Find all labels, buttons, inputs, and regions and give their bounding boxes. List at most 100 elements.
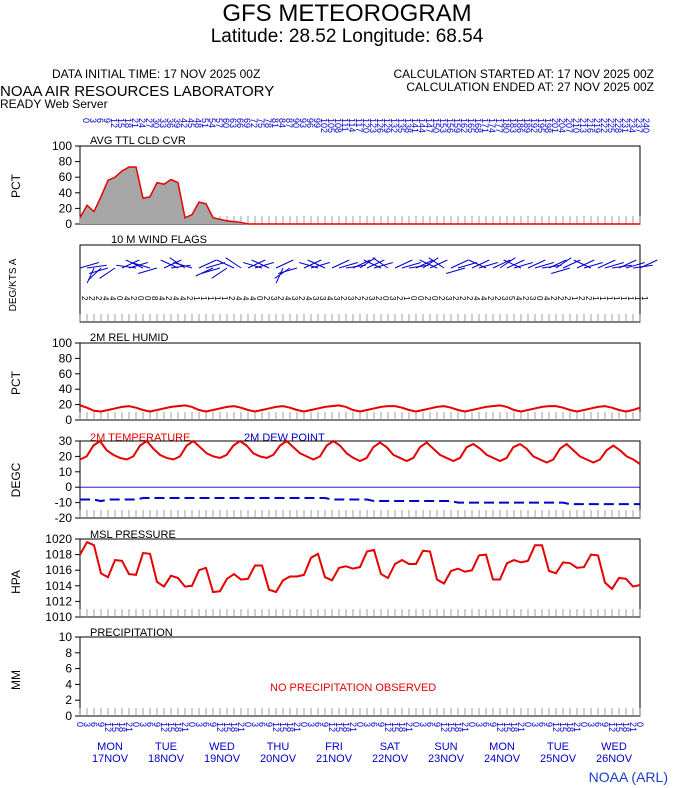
day-date: 19NOV (204, 753, 241, 765)
rh-ytick-label: 20 (59, 398, 73, 412)
wind-barb (138, 267, 158, 274)
wind-barb (372, 257, 389, 269)
wind-speed-label: 0 (416, 296, 425, 301)
day-name: THU (267, 741, 290, 753)
wind-barb (604, 262, 624, 269)
cloud-ytick-label: 100 (52, 139, 72, 153)
precip-frame (79, 636, 641, 717)
wind-speed-label: 2 (451, 296, 460, 301)
top-hour-label: 96 (305, 118, 315, 128)
top-hour-label: 87 (284, 118, 294, 128)
bottom-hour-label: 21 (460, 722, 470, 732)
wind-speed-label: 2 (486, 296, 495, 301)
bottom-hour-label: 12 (103, 722, 113, 732)
top-hour-label: 57 (214, 118, 224, 128)
wind-speed-label: 2 (164, 296, 173, 301)
wind-barb (457, 262, 477, 269)
wind-barb (338, 262, 358, 269)
wind-barb (205, 262, 225, 269)
day-date: 26NOV (596, 753, 633, 765)
bottom-hour-label: 12 (215, 722, 225, 732)
wind-speed-label: 4 (514, 296, 523, 301)
bottom-hour-label: 21 (404, 722, 414, 732)
wind-barb (401, 262, 421, 269)
wind-barb (99, 267, 116, 279)
wind-speed-label: 4 (234, 296, 243, 301)
bottom-hour-label: 9 (488, 722, 498, 727)
top-hour-label: 84 (277, 118, 287, 128)
bottom-hour-label: 0 (355, 722, 365, 727)
wind-barb (428, 257, 445, 269)
wind-speed-label: 3 (528, 296, 537, 301)
top-hour-label: 111 (340, 118, 350, 132)
bottom-hour-label: 6 (89, 722, 99, 727)
top-hour-label: 27 (144, 118, 154, 128)
bottom-hour-label: 12 (271, 722, 281, 732)
top-hour-label: 117 (354, 118, 364, 132)
day-date: 24NOV (484, 753, 521, 765)
temp-ytick-label: -20 (55, 511, 73, 525)
wind-panel-title: 10 M WIND FLAGS (111, 234, 207, 246)
top-hour-label: 186 (515, 118, 525, 133)
bottom-hour-label: 12 (327, 722, 337, 732)
temperature-line (79, 439, 641, 465)
wind-barb (573, 259, 592, 269)
wind-barb (394, 259, 413, 269)
day-date: 17NOV (92, 753, 129, 765)
top-hour-label: 138 (403, 118, 413, 133)
top-hour-label: 21 (130, 118, 140, 128)
wind-speed-label: 2 (374, 296, 383, 301)
top-hour-label: 24 (137, 118, 147, 128)
top-hour-label: 237 (634, 118, 644, 133)
wind-barb (639, 259, 658, 269)
precip-ytick-label: 10 (59, 630, 73, 644)
top-hour-label: 189 (522, 118, 532, 133)
day-date: 20NOV (260, 753, 297, 765)
day-date: 21NOV (316, 753, 353, 765)
wind-barb (86, 264, 107, 269)
temp-frame (79, 440, 641, 519)
wind-speed-label: 3 (367, 296, 376, 301)
wind-barb (307, 259, 326, 269)
top-hour-label: 45 (186, 118, 196, 128)
wind-barb (415, 259, 434, 269)
top-hour-label: 33 (158, 118, 168, 128)
bottom-hour-label: 18 (621, 722, 631, 732)
wind-speed-label: 3 (444, 296, 453, 301)
wind-barb (216, 259, 235, 269)
day-name: SUN (434, 741, 457, 753)
top-hour-label: 153 (438, 118, 448, 133)
bottom-hour-label: 0 (579, 722, 589, 727)
calc-started: CALCULATION STARTED AT: 17 NOV 2025 00Z (393, 67, 654, 81)
precip-ytick-label: 4 (65, 677, 72, 691)
wind-barb (247, 259, 266, 269)
top-hour-label: 6 (95, 118, 105, 123)
bottom-hour-label: 12 (551, 722, 561, 732)
wind-barb (125, 259, 144, 269)
wind-speed-label: 2 (80, 296, 89, 301)
wind-barb (534, 262, 554, 269)
wind-barb (548, 259, 567, 269)
top-hour-label: 90 (291, 118, 301, 128)
wind-barb (363, 259, 382, 269)
bottom-hour-label: 0 (131, 722, 141, 727)
top-hour-label: 99 (312, 118, 322, 128)
wind-speed-label: 1 (633, 296, 642, 301)
wind-barb (201, 267, 221, 274)
chart-coords: Latitude: 28.52 Longitude: 68.54 (210, 26, 484, 47)
wind-barb (419, 259, 438, 269)
top-hour-label: 192 (529, 118, 539, 133)
top-hour-label: 129 (382, 118, 392, 133)
wind-speed-label: 2 (185, 296, 194, 301)
top-hour-label: 78 (263, 118, 273, 128)
bottom-hour-label: 15 (110, 722, 120, 732)
wind-barb (478, 262, 498, 269)
bottom-hour-label: 18 (117, 722, 127, 732)
wind-barb (87, 267, 102, 281)
wind-speed-label: 4 (171, 296, 180, 301)
wind-speed-label: 2 (437, 296, 446, 301)
cloud-ytick-label: 20 (59, 201, 73, 215)
bottom-hour-label: 15 (334, 722, 344, 732)
cloud-ytick-label: 60 (59, 170, 73, 184)
wind-speed-label: 1 (402, 296, 411, 301)
